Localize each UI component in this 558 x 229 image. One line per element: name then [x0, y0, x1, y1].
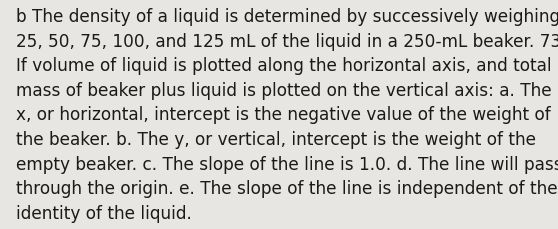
- Text: x, or horizontal, intercept is the negative value of the weight of: x, or horizontal, intercept is the negat…: [16, 106, 550, 124]
- Text: mass of beaker plus liquid is plotted on the vertical axis: a. The: mass of beaker plus liquid is plotted on…: [16, 82, 551, 99]
- Text: through the origin. e. The slope of the line is independent of the: through the origin. e. The slope of the …: [16, 180, 557, 197]
- Text: b The density of a liquid is determined by successively weighing: b The density of a liquid is determined …: [16, 8, 558, 26]
- Text: If volume of liquid is plotted along the horizontal axis, and total: If volume of liquid is plotted along the…: [16, 57, 551, 75]
- Text: empty beaker. c. The slope of the line is 1.0. d. The line will pass: empty beaker. c. The slope of the line i…: [16, 155, 558, 173]
- Text: the beaker. b. The y, or vertical, intercept is the weight of the: the beaker. b. The y, or vertical, inter…: [16, 131, 536, 148]
- Text: 25, 50, 75, 100, and 125 mL of the liquid in a 250-mL beaker. 73.: 25, 50, 75, 100, and 125 mL of the liqui…: [16, 33, 558, 50]
- Text: identity of the liquid.: identity of the liquid.: [16, 204, 191, 222]
